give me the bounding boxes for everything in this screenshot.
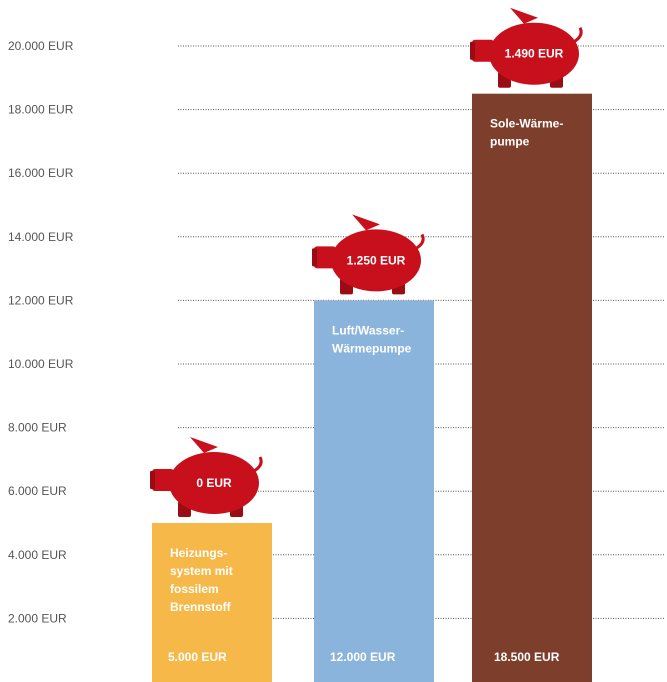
bar (472, 93, 592, 682)
bar-category-label: fossilem (170, 582, 219, 596)
bar-category-label: system mit (170, 564, 233, 578)
y-tick-label: 8.000 EUR (8, 421, 67, 435)
y-tick-label: 16.000 EUR (8, 166, 74, 180)
bar-value-label: 12.000 EUR (330, 650, 396, 664)
piggy-bank-icon: 1.490 EUR (470, 7, 583, 88)
y-tick-label: 2.000 EUR (8, 611, 67, 625)
bar-category-label: Luft/Wasser- (332, 323, 404, 337)
bar-category-label: Sole-Wärme- (490, 117, 563, 131)
bar (152, 523, 272, 682)
saving-label: 0 EUR (196, 476, 232, 490)
bar (314, 300, 434, 682)
y-tick-label: 6.000 EUR (8, 484, 67, 498)
y-tick-label: 18.000 EUR (8, 103, 74, 117)
bar-category-label: Wärmepumpe (332, 341, 412, 355)
bar-category-label: Heizungs- (170, 546, 227, 560)
y-tick-label: 10.000 EUR (8, 357, 74, 371)
piggy-bank-icon: 1.250 EUR (312, 214, 425, 295)
bar-value-label: 18.500 EUR (494, 650, 560, 664)
bar-category-label: pumpe (490, 135, 530, 149)
saving-label: 1.250 EUR (347, 253, 406, 267)
y-tick-label: 20.000 EUR (8, 39, 74, 53)
bar-category-label: Brennstoff (170, 600, 232, 614)
y-tick-label: 14.000 EUR (8, 230, 74, 244)
bar-value-label: 5.000 EUR (168, 650, 227, 664)
y-tick-label: 12.000 EUR (8, 293, 74, 307)
piggy-bank-icon: 0 EUR (150, 437, 263, 517)
saving-label: 1.490 EUR (505, 47, 564, 61)
y-tick-label: 4.000 EUR (8, 548, 67, 562)
